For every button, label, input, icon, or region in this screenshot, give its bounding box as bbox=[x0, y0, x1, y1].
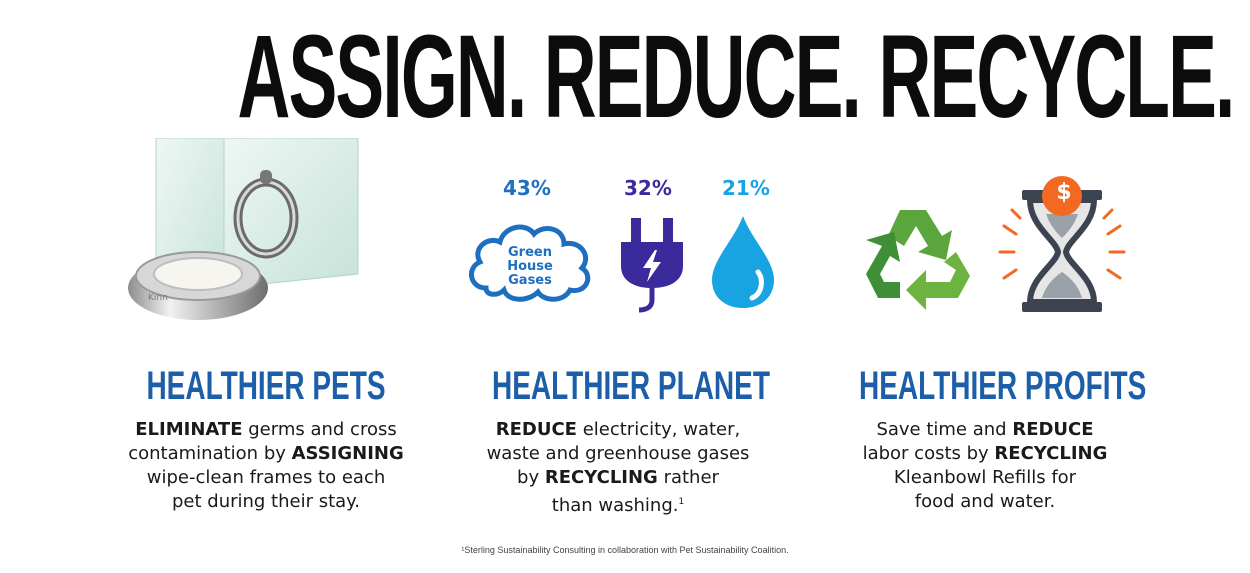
bowl-brand-label: Kinn bbox=[148, 293, 168, 303]
heading-healthier-pets: HEALTHIER PETS bbox=[146, 364, 386, 408]
stat-water-percent: 21% bbox=[722, 176, 770, 200]
coin-dollar-symbol: $ bbox=[1056, 180, 1072, 205]
water-drop-icon bbox=[712, 216, 774, 308]
bowl-frame-image bbox=[128, 138, 359, 320]
planet-description: REDUCE electricity, water, waste and gre… bbox=[486, 419, 750, 516]
profits-description: Save time and REDUCE labor costs by RECY… bbox=[862, 419, 1108, 512]
stat-electricity-percent: 32% bbox=[624, 176, 672, 200]
page-title: ASSIGN. REDUCE. RECYCLE. bbox=[237, 11, 1236, 143]
cloud-icon bbox=[469, 224, 591, 302]
stat-greenhouse-percent: 43% bbox=[503, 176, 551, 200]
footnote: ¹Sterling Sustainability Consulting in c… bbox=[461, 545, 789, 555]
cloud-label: Green House Gases bbox=[507, 245, 553, 288]
recycle-icon bbox=[866, 210, 970, 310]
plug-icon bbox=[621, 218, 683, 313]
hourglass-dollar-icon bbox=[998, 176, 1126, 312]
heading-healthier-planet: HEALTHIER PLANET bbox=[492, 364, 770, 408]
heading-healthier-profits: HEALTHIER PROFITS bbox=[859, 364, 1147, 408]
pets-description: ELIMINATE germs and cross contamination … bbox=[128, 419, 404, 512]
